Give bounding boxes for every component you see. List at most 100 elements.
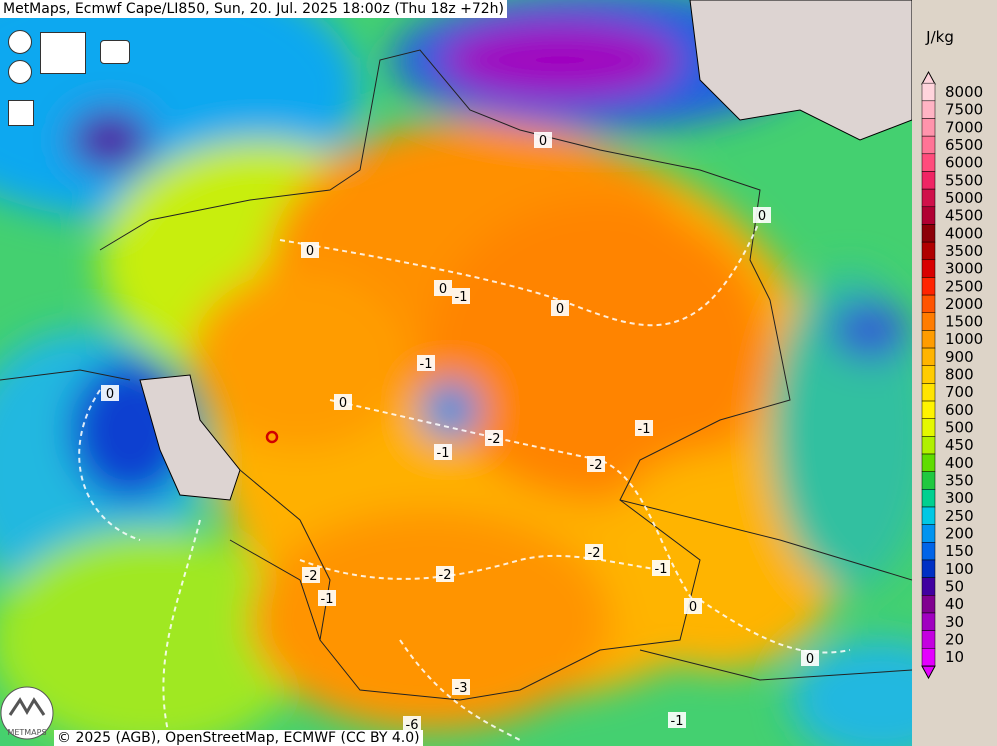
- contour-label-bg: [417, 355, 435, 371]
- contour-label-bg: [801, 650, 819, 666]
- legend-swatch: [921, 577, 936, 596]
- legend-label: 350: [945, 472, 974, 490]
- legend-swatch: [921, 259, 936, 278]
- legend-swatch: [921, 365, 936, 384]
- contour-label-bg: [403, 716, 421, 732]
- zoom-out-button[interactable]: [8, 60, 32, 84]
- legend-label: 250: [945, 507, 974, 525]
- contour-label: -2: [588, 546, 601, 561]
- legend-swatch: [921, 100, 936, 119]
- contour-label: 0: [439, 282, 447, 297]
- legend-swatch: [921, 489, 936, 508]
- contour-label-bg: [302, 567, 320, 583]
- contour-label-bg: [551, 300, 569, 316]
- legend-label: 400: [945, 454, 974, 472]
- legend-label: 5000: [945, 189, 983, 207]
- legend-label: 2500: [945, 277, 983, 295]
- contour-label-bg: [318, 590, 336, 606]
- legend-swatch: [921, 400, 936, 419]
- legend-label: 7000: [945, 118, 983, 136]
- legend-label: 4500: [945, 207, 983, 225]
- contour-label-bg: [587, 456, 605, 472]
- legend-label: 40: [945, 595, 964, 613]
- legend-unit: J/kg: [925, 28, 954, 46]
- legend-label: 2000: [945, 295, 983, 313]
- map-title: MetMaps, Ecmwf Cape/LI850, Sun, 20. Jul.…: [0, 0, 508, 18]
- legend-label: 100: [945, 560, 974, 578]
- legend-swatch: [921, 224, 936, 243]
- legend-label: 150: [945, 542, 974, 560]
- zoom-in-button[interactable]: [8, 30, 32, 54]
- legend-label: 8000: [945, 83, 983, 101]
- legend-label: 3000: [945, 260, 983, 278]
- contour-label-bg: [436, 566, 454, 582]
- legend-swatch: [921, 630, 936, 649]
- legend-swatch: [921, 436, 936, 455]
- legend-swatch: [921, 542, 936, 561]
- contour-label: 0: [806, 652, 814, 667]
- contour-label-bg: [434, 280, 452, 296]
- location-marker[interactable]: [265, 430, 279, 444]
- contour-label: -1: [638, 422, 651, 437]
- legend-label: 4000: [945, 224, 983, 242]
- contour-label: -2: [439, 568, 452, 583]
- logo: METMAPS: [0, 686, 54, 740]
- legend-label: 200: [945, 525, 974, 543]
- legend-label: 6000: [945, 154, 983, 172]
- legend-label: 600: [945, 401, 974, 419]
- contour-label: -2: [488, 432, 501, 447]
- contour-label: 0: [339, 396, 347, 411]
- fullscreen-button[interactable]: [8, 100, 34, 126]
- legend-swatch: [921, 524, 936, 543]
- legend-swatch: [921, 206, 936, 225]
- legend-swatch: [921, 471, 936, 490]
- legend-label: 900: [945, 348, 974, 366]
- legend-label: 1500: [945, 313, 983, 331]
- legend-swatch: [921, 347, 936, 366]
- legend-swatch: [921, 383, 936, 402]
- legend-label: 3500: [945, 242, 983, 260]
- contour-label-bg: [334, 394, 352, 410]
- contour-label-bg: [301, 242, 319, 258]
- contour-label: -1: [437, 446, 450, 461]
- legend-swatch: [921, 82, 936, 102]
- contour-label-bg: [485, 430, 503, 446]
- contour-label: -6: [406, 718, 419, 733]
- contour-label-bg: [452, 288, 470, 304]
- legend-arrow-bottom: [921, 665, 936, 680]
- legend-swatch: [921, 171, 936, 190]
- legend-swatch: [921, 648, 936, 667]
- pan-control[interactable]: [40, 32, 86, 74]
- legend-label: 20: [945, 630, 964, 648]
- legend-label: 450: [945, 436, 974, 454]
- legend-swatch: [921, 135, 936, 155]
- contour-label: -2: [590, 458, 603, 473]
- legend-swatch: [921, 330, 936, 349]
- contour-label-bg: [635, 420, 653, 436]
- contour-label: -1: [655, 562, 668, 577]
- contour-label: -1: [671, 714, 684, 729]
- legend-swatch: [921, 453, 936, 472]
- legend-swatch: [921, 277, 936, 296]
- legend-label: 800: [945, 366, 974, 384]
- contour-label: 0: [758, 209, 766, 224]
- legend-label: 500: [945, 419, 974, 437]
- legend-swatch: [921, 188, 936, 208]
- legend-swatch: [921, 506, 936, 525]
- legend-swatch: [921, 559, 936, 578]
- contour-label-bg: [652, 560, 670, 576]
- legend-swatch: [921, 294, 936, 313]
- legend-swatch: [921, 595, 936, 614]
- logo-text: METMAPS: [7, 728, 46, 737]
- legend-swatch: [921, 241, 936, 261]
- legend-label: 7500: [945, 101, 983, 119]
- contour-label-bg: [101, 385, 119, 401]
- legend-swatch: [921, 118, 936, 137]
- contour-label-bg: [753, 207, 771, 223]
- contour-label: 0: [106, 387, 114, 402]
- borders: [0, 49, 912, 701]
- land: [139, 374, 241, 501]
- screenshot-button[interactable]: [100, 40, 130, 64]
